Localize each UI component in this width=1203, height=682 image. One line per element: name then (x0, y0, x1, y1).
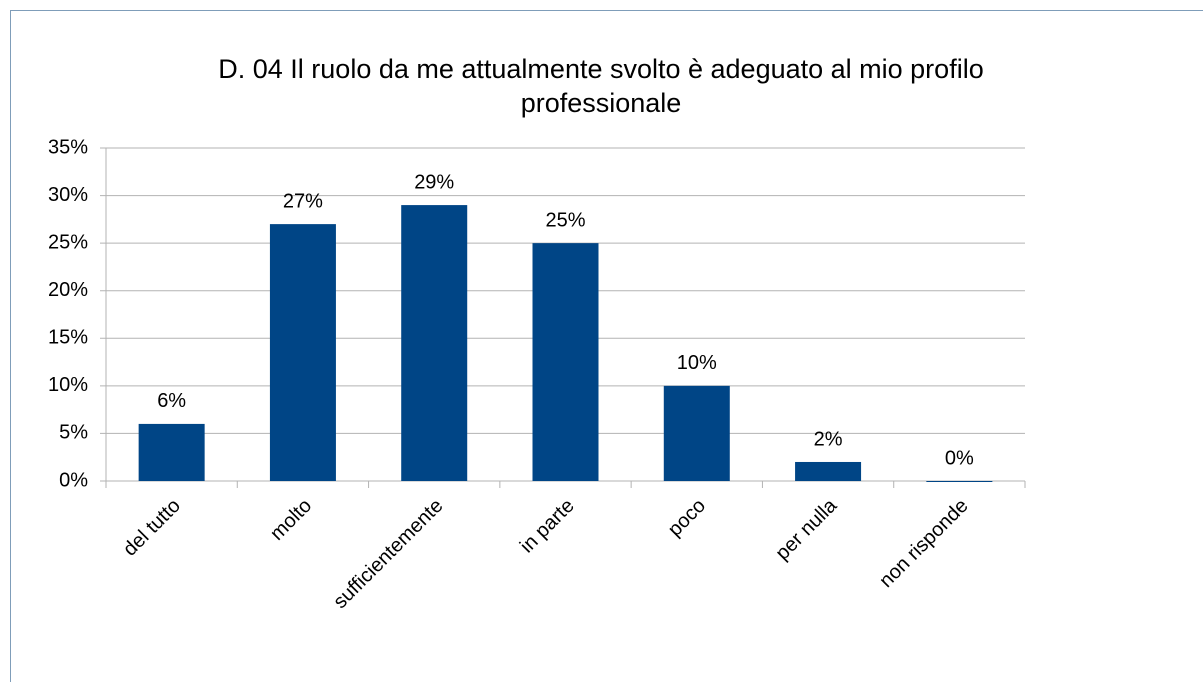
bar (663, 385, 730, 481)
x-tick-label: non risponde (875, 495, 972, 592)
bar (795, 461, 862, 481)
value-label: 27% (283, 190, 323, 212)
y-tick-label: 20% (48, 279, 88, 301)
frame (10, 10, 1203, 682)
y-tick-label: 5% (59, 422, 88, 444)
value-label: 6% (157, 390, 186, 412)
x-tick-label: poco (664, 495, 710, 541)
y-tick-label: 35% (48, 136, 88, 158)
y-tick-label: 30% (48, 184, 88, 206)
value-label: 29% (414, 171, 454, 193)
x-tick-label: molto (266, 495, 316, 545)
bar (532, 243, 599, 481)
chart-title: D. 04 Il ruolo da me attualmente svolto … (218, 54, 984, 118)
y-tick-label: 25% (48, 231, 88, 253)
bar (138, 423, 205, 481)
y-tick-label: 15% (48, 327, 88, 349)
value-label: 10% (677, 352, 717, 374)
y-tick-label: 0% (59, 469, 88, 491)
x-tick-label: del tutto (119, 495, 185, 561)
bar (269, 224, 336, 481)
value-label: 25% (545, 209, 585, 231)
y-tick-label: 10% (48, 374, 88, 396)
x-tick-label: in parte (516, 495, 579, 558)
x-tick-label: sufficientemente (329, 495, 447, 613)
value-label: 0% (945, 447, 974, 469)
bar (926, 481, 993, 482)
bar (401, 205, 468, 482)
value-label: 2% (814, 428, 843, 450)
x-tick-label: per nulla (772, 494, 842, 564)
